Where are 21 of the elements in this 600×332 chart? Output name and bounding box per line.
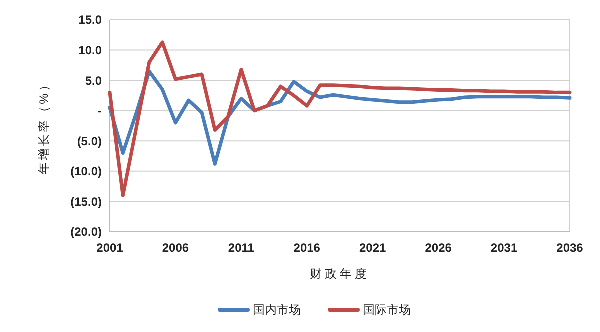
x-tick-label: 2006 [162,241,190,255]
y-tick-label: 10.0 [78,43,102,58]
x-tick-label: 2001 [96,241,124,255]
y-tick-label: 5.0 [85,74,102,88]
y-axis-title: 年增长率（%） [37,78,51,174]
x-axis-title: 财政年度 [310,267,370,281]
y-tick-label: 15.0 [78,13,102,28]
x-tick-label: 2021 [360,241,387,255]
x-tick-label: 2031 [490,241,518,255]
legend-label: 国际市场 [363,303,411,318]
y-tick-label: (5.0) [77,134,102,148]
y-tick-label: (20.0) [70,225,102,240]
x-tick-label: 2016 [294,241,321,255]
legend-label: 国内市场 [253,303,301,318]
y-tick-label: (15.0) [70,194,102,209]
y-tick-label: (10.0) [70,164,102,179]
y-tick-label: - [98,104,102,118]
line-series [108,40,572,198]
x-tick-label: 2026 [425,241,452,255]
x-tick-label: 2036 [556,241,584,255]
x-tick-label: 2011 [228,241,255,255]
